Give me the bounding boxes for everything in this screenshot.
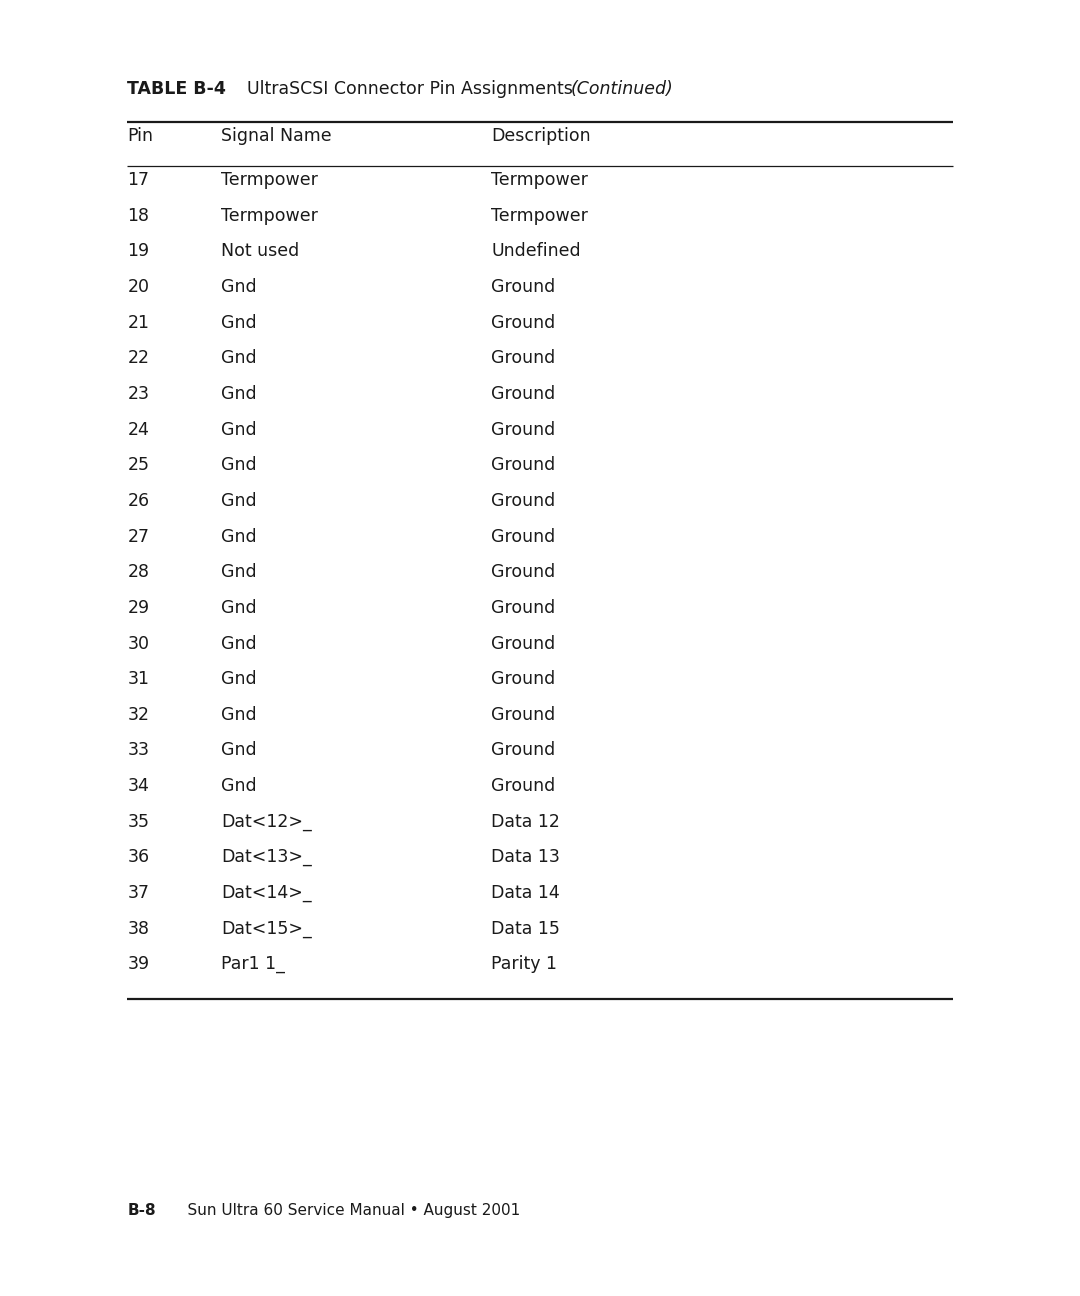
- Text: 33: 33: [127, 741, 149, 759]
- Text: 25: 25: [127, 456, 149, 474]
- Text: 39: 39: [127, 955, 149, 973]
- Text: Gnd: Gnd: [221, 279, 257, 297]
- Text: Gnd: Gnd: [221, 527, 257, 546]
- Text: Ground: Ground: [491, 635, 555, 653]
- Text: Gnd: Gnd: [221, 564, 257, 581]
- Text: Gnd: Gnd: [221, 421, 257, 438]
- Text: (Continued): (Continued): [570, 80, 673, 98]
- Text: Gnd: Gnd: [221, 635, 257, 653]
- Text: 19: 19: [127, 242, 149, 260]
- Text: 20: 20: [127, 279, 149, 297]
- Text: Ground: Ground: [491, 599, 555, 617]
- Text: Gnd: Gnd: [221, 706, 257, 723]
- Text: Data 12: Data 12: [491, 813, 561, 831]
- Text: Ground: Ground: [491, 492, 555, 511]
- Text: Ground: Ground: [491, 564, 555, 581]
- Text: UltraSCSI Connector Pin Assignments: UltraSCSI Connector Pin Assignments: [225, 80, 578, 98]
- Text: Termpower: Termpower: [221, 207, 319, 226]
- Text: 37: 37: [127, 884, 149, 902]
- Text: 34: 34: [127, 778, 149, 796]
- Text: Gnd: Gnd: [221, 599, 257, 617]
- Text: Gnd: Gnd: [221, 314, 257, 332]
- Text: Ground: Ground: [491, 456, 555, 474]
- Text: Ground: Ground: [491, 385, 555, 403]
- Text: Parity 1: Parity 1: [491, 955, 557, 973]
- Text: Termpower: Termpower: [491, 207, 589, 226]
- Text: 26: 26: [127, 492, 149, 511]
- Text: Data 13: Data 13: [491, 849, 561, 866]
- Text: Sun Ultra 60 Service Manual • August 2001: Sun Ultra 60 Service Manual • August 200…: [168, 1203, 521, 1218]
- Text: 35: 35: [127, 813, 149, 831]
- Text: TABLE B-4: TABLE B-4: [127, 80, 227, 98]
- Text: Ground: Ground: [491, 350, 555, 368]
- Text: 23: 23: [127, 385, 149, 403]
- Text: Ground: Ground: [491, 527, 555, 546]
- Text: Gnd: Gnd: [221, 670, 257, 688]
- Text: 21: 21: [127, 314, 149, 332]
- Text: Gnd: Gnd: [221, 456, 257, 474]
- Text: Undefined: Undefined: [491, 242, 581, 260]
- Text: 32: 32: [127, 706, 149, 723]
- Text: Gnd: Gnd: [221, 350, 257, 368]
- Text: Ground: Ground: [491, 279, 555, 297]
- Text: Gnd: Gnd: [221, 492, 257, 511]
- Text: Pin: Pin: [127, 127, 153, 145]
- Text: Dat<13>_: Dat<13>_: [221, 849, 312, 866]
- Text: 27: 27: [127, 527, 149, 546]
- Text: Data 15: Data 15: [491, 920, 561, 938]
- Text: 22: 22: [127, 350, 149, 368]
- Text: Gnd: Gnd: [221, 741, 257, 759]
- Text: Ground: Ground: [491, 778, 555, 796]
- Text: B-8: B-8: [127, 1203, 157, 1218]
- Text: Ground: Ground: [491, 741, 555, 759]
- Text: Dat<15>_: Dat<15>_: [221, 920, 312, 938]
- Text: Ground: Ground: [491, 670, 555, 688]
- Text: 30: 30: [127, 635, 149, 653]
- Text: Ground: Ground: [491, 314, 555, 332]
- Text: Ground: Ground: [491, 706, 555, 723]
- Text: Description: Description: [491, 127, 591, 145]
- Text: Signal Name: Signal Name: [221, 127, 332, 145]
- Text: Par1 1_: Par1 1_: [221, 955, 285, 973]
- Text: 29: 29: [127, 599, 149, 617]
- Text: 18: 18: [127, 207, 149, 226]
- Text: Gnd: Gnd: [221, 385, 257, 403]
- Text: 38: 38: [127, 920, 149, 938]
- Text: Termpower: Termpower: [491, 171, 589, 189]
- Text: 17: 17: [127, 171, 149, 189]
- Text: Not used: Not used: [221, 242, 299, 260]
- Text: Dat<14>_: Dat<14>_: [221, 884, 312, 902]
- Text: 36: 36: [127, 849, 149, 866]
- Text: 28: 28: [127, 564, 149, 581]
- Text: Gnd: Gnd: [221, 778, 257, 796]
- Text: 24: 24: [127, 421, 149, 438]
- Text: Ground: Ground: [491, 421, 555, 438]
- Text: Termpower: Termpower: [221, 171, 319, 189]
- Text: Dat<12>_: Dat<12>_: [221, 813, 312, 831]
- Text: Data 14: Data 14: [491, 884, 561, 902]
- Text: 31: 31: [127, 670, 149, 688]
